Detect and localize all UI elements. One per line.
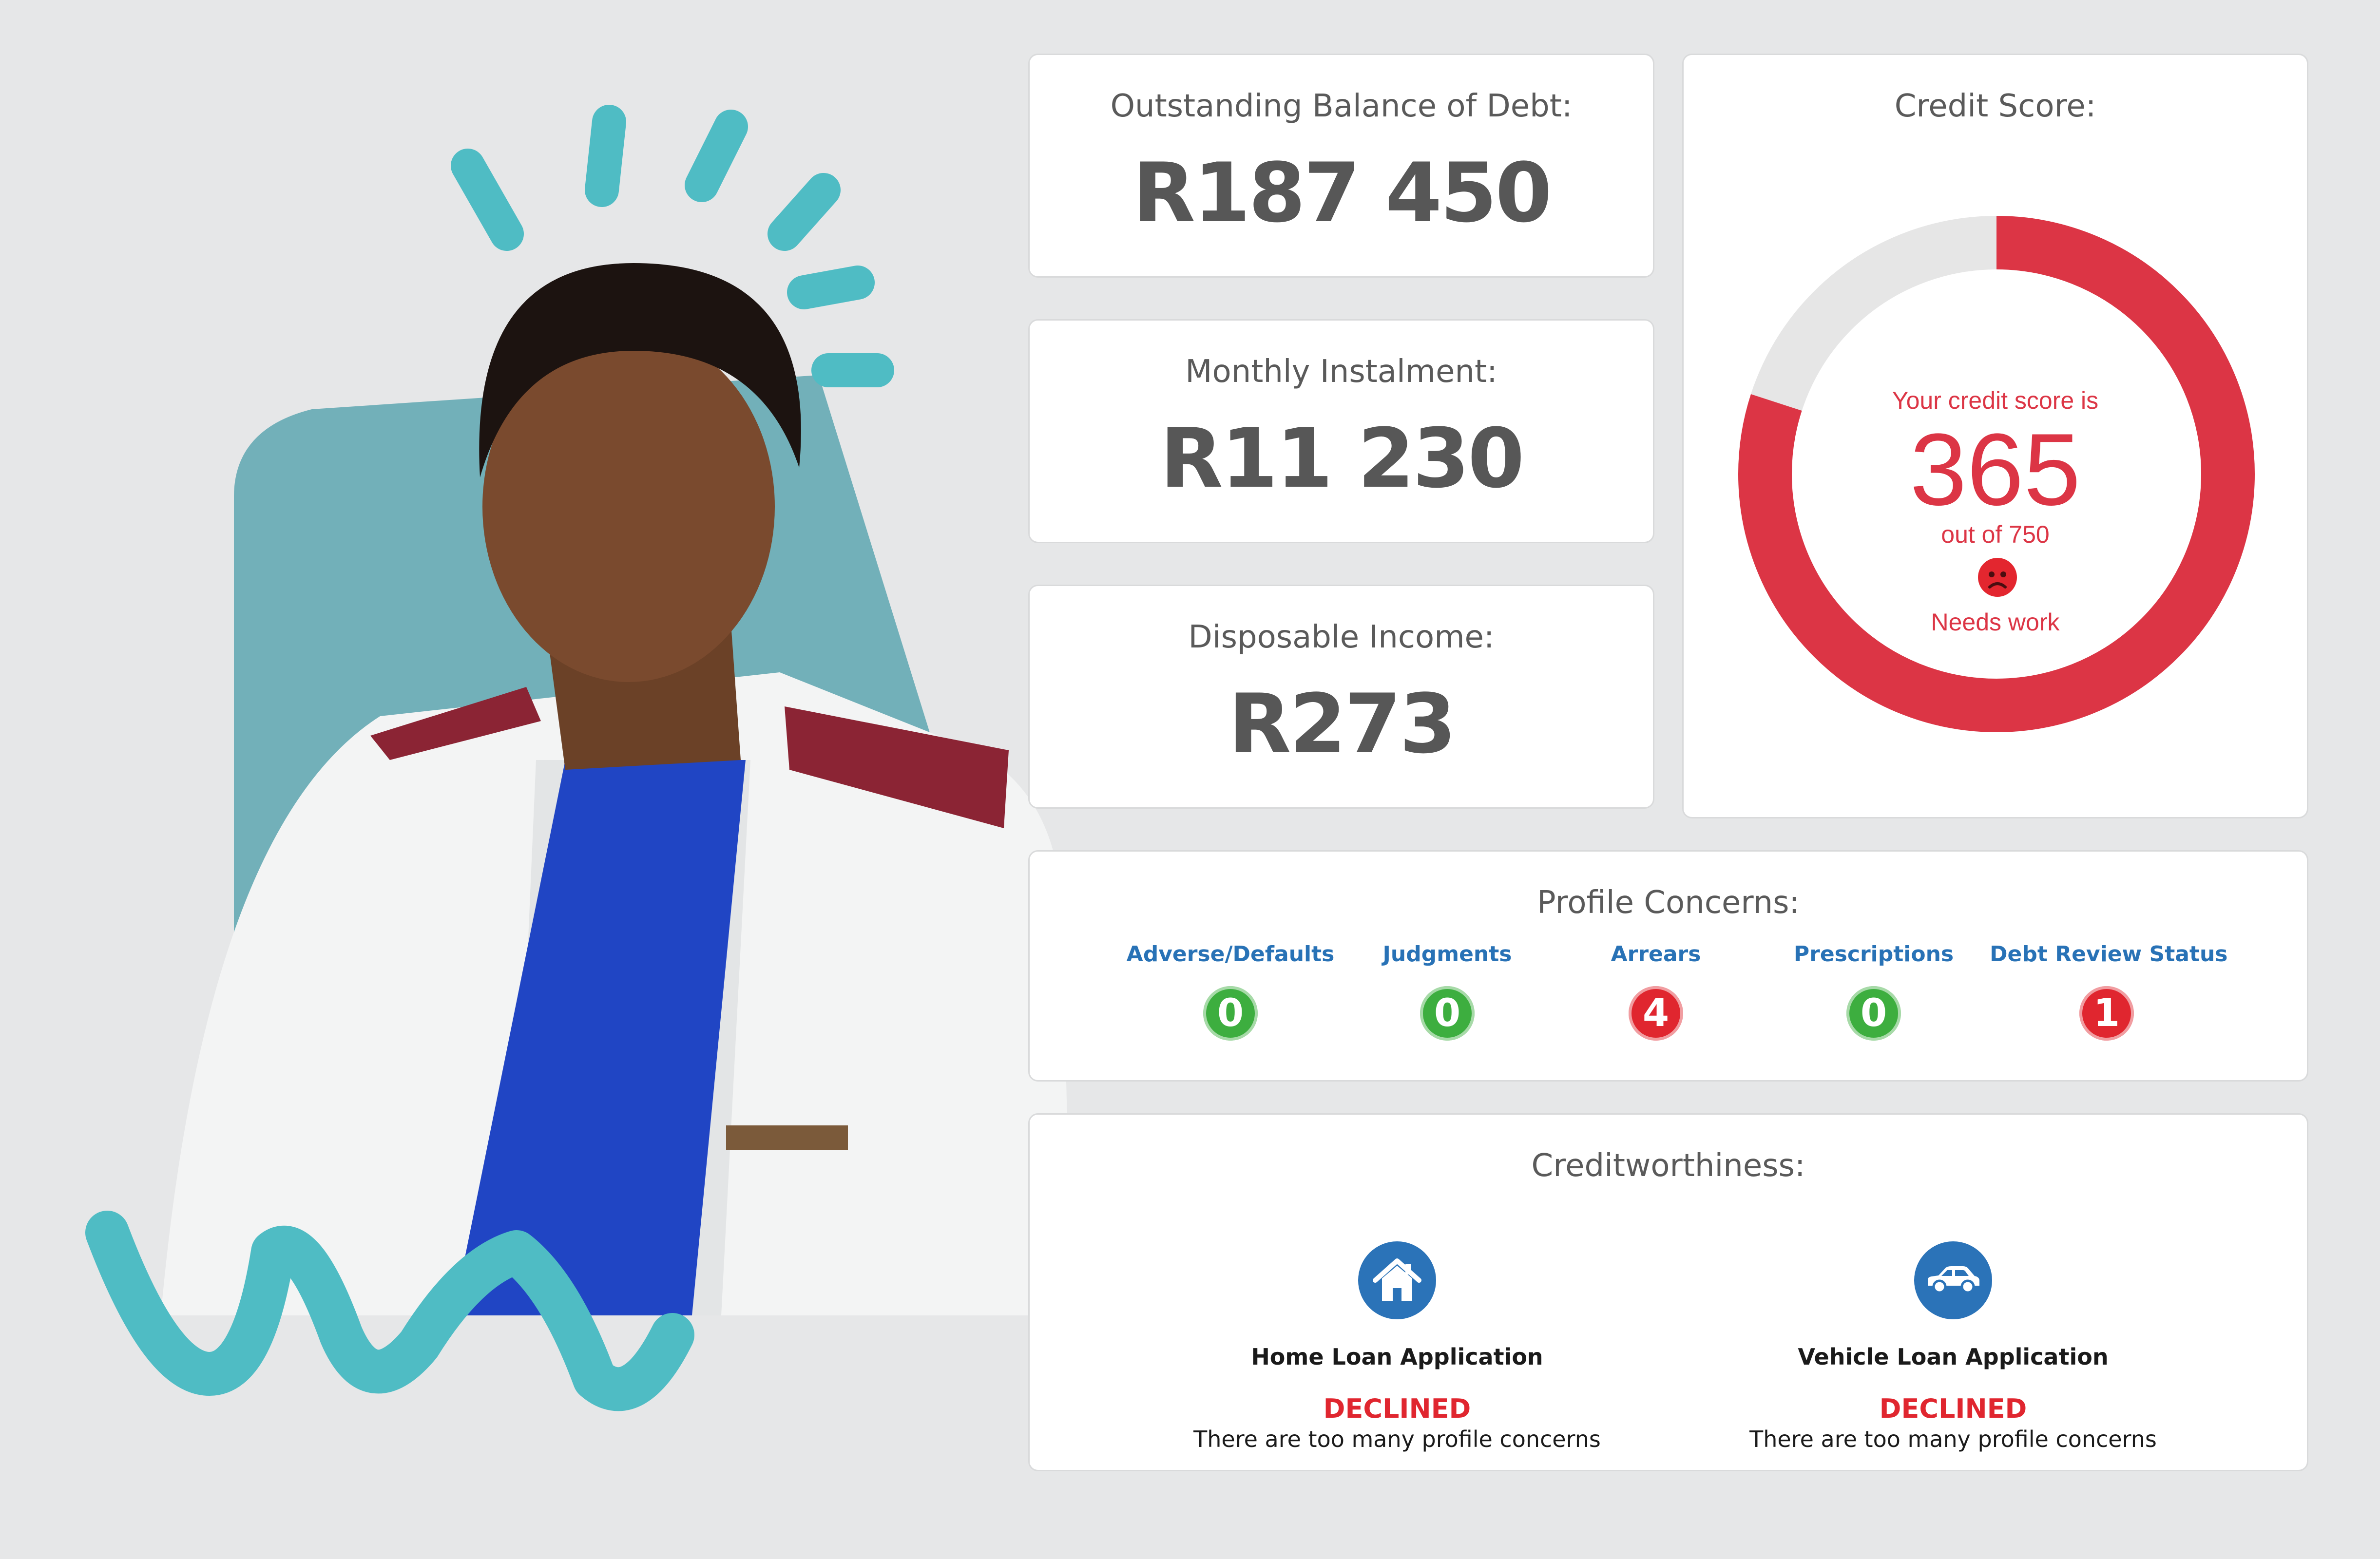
name-tag (726, 1125, 848, 1150)
squiggle-accent (85, 1211, 694, 1411)
vehicle-loan-title: Vehicle Loan Application (1798, 1344, 2109, 1370)
vehicle-loan-status: DECLINED (1879, 1393, 2027, 1424)
concern-debt-review-status: Debt Review Status 1 (1990, 942, 2228, 1041)
home-loan-status: DECLINED (1323, 1393, 1471, 1424)
home-loan-reason: There are too many profile concerns (1193, 1426, 1601, 1452)
concern-label: Debt Review Status (1990, 942, 2228, 967)
monthly-instalment-label: Monthly Instalment: (1185, 354, 1497, 390)
concern-count-badge: 0 (1420, 986, 1475, 1041)
credit-score-card: Credit Score: Your credit score is 365 o… (1682, 54, 2308, 818)
hair (479, 263, 801, 477)
burst-lines-icon (451, 105, 894, 387)
creditworthiness-title: Creditworthiness: (1531, 1148, 1805, 1184)
outstanding-balance-value: R187 450 (1132, 145, 1552, 241)
concern-count-badge: 1 (2079, 986, 2134, 1041)
profile-concerns-title: Profile Concerns: (1537, 885, 1800, 921)
outstanding-balance-card: Outstanding Balance of Debt: R187 450 (1028, 54, 1654, 278)
credit-score-intro: Your credit score is (1892, 387, 2099, 414)
creditworthiness-card: Creditworthiness: Home Loan Application … (1028, 1113, 2308, 1471)
home-loan-application: Home Loan Application DECLINED There are… (1153, 1241, 1641, 1452)
concern-judgments: Judgments 0 (1330, 942, 1564, 1041)
disposable-income-value: R273 (1228, 676, 1456, 772)
credit-score-gauge (1738, 216, 2255, 732)
house-icon (1358, 1241, 1436, 1319)
credit-score-out-of: out of 750 (1941, 521, 2050, 548)
credit-score-title: Credit Score: (1894, 88, 2096, 124)
concern-label: Arrears (1611, 942, 1701, 967)
concern-arrears: Arrears 4 (1539, 942, 1773, 1041)
concern-prescriptions: Prescriptions 0 (1757, 942, 1991, 1041)
monthly-instalment-card: Monthly Instalment: R11 230 (1028, 319, 1654, 543)
concern-label: Adverse/Defaults (1126, 942, 1335, 967)
concern-label: Judgments (1382, 942, 1512, 967)
car-icon (1914, 1241, 1992, 1319)
vehicle-loan-application: Vehicle Loan Application DECLINED There … (1709, 1241, 2197, 1452)
face (482, 331, 775, 682)
left-epaulette (370, 687, 541, 760)
concern-label: Prescriptions (1793, 942, 1954, 967)
concern-adverse-defaults: Adverse/Defaults 0 (1113, 942, 1347, 1041)
sad-face-icon (1978, 558, 2017, 597)
monthly-instalment-value: R11 230 (1160, 411, 1524, 506)
concern-count-badge: 0 (1846, 986, 1901, 1041)
profile-concerns-card: Profile Concerns: Adverse/Defaults 0 Jud… (1028, 850, 2308, 1082)
home-loan-title: Home Loan Application (1251, 1344, 1543, 1370)
right-epaulette (785, 706, 1009, 828)
disposable-income-label: Disposable Income: (1188, 619, 1495, 655)
credit-score-number: 365 (1910, 412, 2081, 527)
concern-count-badge: 4 (1629, 986, 1683, 1041)
blue-shirt (453, 760, 746, 1315)
gauge-fill (1738, 216, 2255, 732)
outstanding-balance-label: Outstanding Balance of Debt: (1110, 88, 1573, 124)
person-illustration (85, 105, 1072, 1411)
vehicle-loan-reason: There are too many profile concerns (1749, 1426, 2157, 1452)
disposable-income-card: Disposable Income: R273 (1028, 585, 1654, 809)
credit-score-status: Needs work (1931, 608, 2060, 636)
concern-count-badge: 0 (1203, 986, 1258, 1041)
